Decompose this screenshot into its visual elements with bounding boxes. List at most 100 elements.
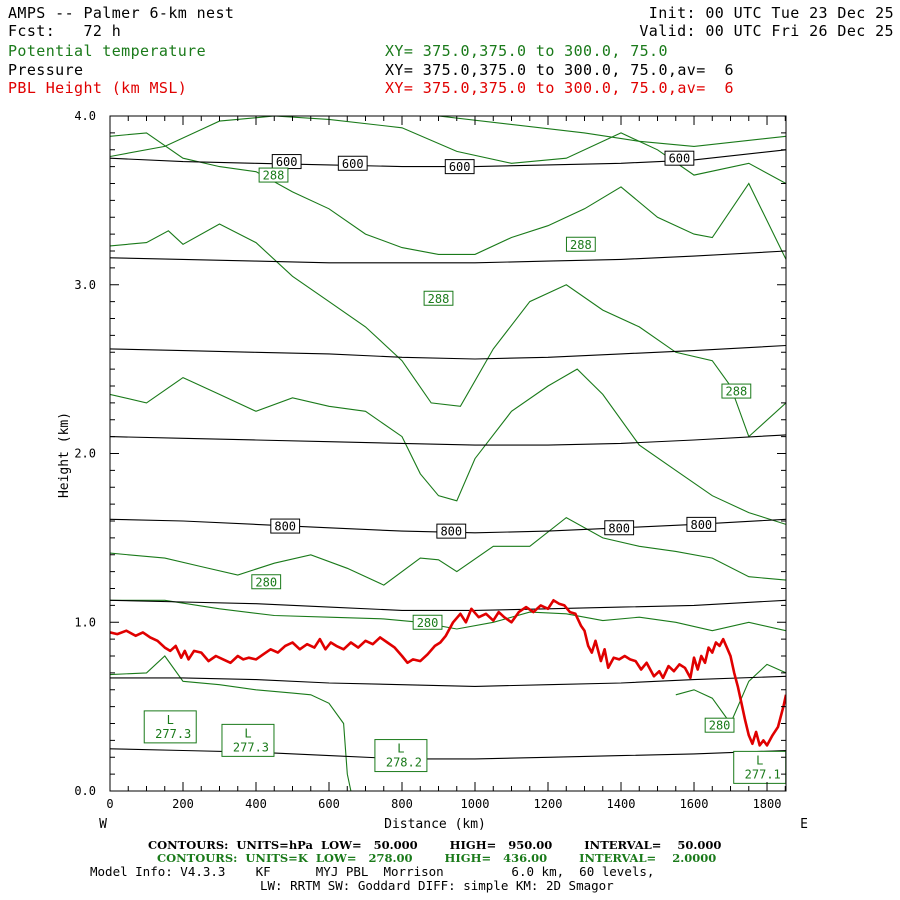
theta-label-0-box	[258, 167, 289, 183]
pressure-label-3-box	[664, 150, 695, 166]
plot-title: AMPS -- Palmer 6-km nest	[8, 4, 235, 22]
low-center-letter: L	[756, 753, 763, 767]
theta-contour-2	[110, 132, 786, 260]
legend-theta-field: Potential temperature	[8, 42, 207, 60]
pressure-label-2: 600	[444, 159, 475, 175]
low-center-value: 277.1	[745, 767, 781, 781]
theta-label-2: 288	[423, 290, 454, 306]
theta-label-0: 288	[258, 167, 289, 183]
pressure-label-3: 600	[664, 150, 695, 166]
pressure-contour-info: CONTOURS: UNITS=hPa LOW= 50.000 HIGH= 95…	[148, 838, 722, 852]
theta-label-5: 280	[412, 614, 443, 630]
x-tick-label: 1000	[461, 797, 490, 811]
pbl-height-series	[110, 599, 786, 747]
pressure-label-5: 800	[436, 523, 467, 539]
init-time: Init: 00 UTC Tue 23 Dec 25	[648, 4, 894, 22]
x-tick-label: 1800	[753, 797, 782, 811]
pressure-label-6-text: 800	[608, 521, 630, 535]
pressure-contour-6	[110, 675, 786, 687]
pressure-label-7-text: 800	[690, 518, 712, 532]
legend-pbl-xy: XY= 375.0,375.0 to 300.0, 75.0,av= 6	[385, 79, 734, 97]
theta-label-3-box	[721, 383, 752, 399]
low-center-letter: L	[167, 713, 174, 727]
x-tick-label: 200	[172, 797, 194, 811]
theta-label-3: 288	[721, 383, 752, 399]
legend-pbl-field: PBL Height (km MSL)	[8, 79, 188, 97]
pressure-contour-2	[110, 344, 786, 360]
theta-contour-4	[110, 368, 786, 525]
legend-pressure-field: Pressure	[8, 61, 84, 79]
west-label: W	[99, 817, 107, 832]
plot-frame	[109, 115, 787, 792]
theta-label-6: 280	[704, 717, 735, 733]
legend-theta-xy: XY= 375.0,375.0 to 300.0, 75.0	[385, 42, 668, 60]
pressure-contour-5	[110, 599, 786, 611]
low-center-box	[374, 739, 428, 773]
pbl-height-line	[110, 599, 786, 747]
theta-label-2-box	[423, 290, 454, 306]
theta-label-5-box	[412, 614, 443, 630]
low-center-value: 277.3	[233, 740, 269, 754]
pressure-label-1-text: 600	[342, 157, 364, 171]
pressure-contours	[110, 149, 786, 760]
theta-label-1-text: 288	[570, 238, 592, 252]
theta-label-1-box	[565, 236, 596, 252]
pressure-contour-1	[110, 250, 786, 264]
low-center-letter: L	[397, 742, 404, 756]
physics-info: LW: RRTM SW: Goddard DIFF: simple KM: 2D…	[260, 878, 614, 893]
pressure-label-7-box	[686, 516, 717, 532]
theta-label-1: 288	[565, 236, 596, 252]
low-center-letter: L	[244, 726, 251, 740]
pressure-label-4-text: 800	[274, 520, 296, 534]
y-axis-label: Height (km)	[57, 412, 72, 498]
low-center-value: 278.2	[386, 756, 422, 770]
pressure-label-5-box	[436, 523, 467, 539]
pressure-label-1: 600	[337, 155, 368, 171]
y-tick-label: 4.0	[74, 109, 96, 123]
theta-contours	[110, 116, 786, 791]
valid-time: Valid: 00 UTC Fri 26 Dec 25	[639, 22, 894, 40]
y-tick-label: 1.0	[74, 615, 96, 629]
pressure-label-7: 800	[686, 516, 717, 532]
pressure-label-6: 800	[604, 520, 635, 536]
theta-contour-5	[110, 516, 786, 586]
y-tick-label: 2.0	[74, 447, 96, 461]
theta-contour-0	[110, 116, 786, 147]
legend-pressure-xy: XY= 375.0,375.0 to 300.0, 75.0,av= 6	[385, 61, 734, 79]
x-tick-label: 1400	[607, 797, 636, 811]
theta-contour-3	[110, 223, 786, 438]
model-info: Model Info: V4.3.3 KF MYJ PBL Morrison 6…	[90, 864, 655, 879]
pressure-label-3-text: 600	[669, 152, 691, 166]
axes: 0 200 400 600 800 1000 1200 1400 1600 1800 0.0 1.0 2…	[74, 109, 787, 811]
theta-contour-1	[110, 116, 786, 184]
theta-contour-6	[110, 599, 786, 632]
theta-label-6-text: 280	[709, 719, 731, 733]
x-axis-label: Distance (km)	[384, 817, 486, 832]
pressure-label-0: 600	[271, 154, 302, 170]
x-tick-label: 400	[245, 797, 267, 811]
x-tick-label: 0	[106, 797, 113, 811]
pressure-label-5-text: 800	[440, 525, 462, 539]
pressure-label-1-box	[337, 155, 368, 171]
pressure-contour-3	[110, 434, 786, 446]
pressure-label-2-text: 600	[449, 160, 471, 174]
low-center-box	[143, 710, 197, 744]
x-tick-label: 1600	[680, 797, 709, 811]
pressure-label-2-box	[444, 159, 475, 175]
pressure-label-6-box	[604, 520, 635, 536]
low-center-box	[221, 723, 275, 757]
x-tick-label: 1200	[534, 797, 563, 811]
low-center-value: 277.3	[155, 727, 191, 741]
pressure-contour-7	[110, 748, 786, 760]
theta-label-4-text: 280	[255, 575, 277, 589]
east-label: E	[800, 817, 808, 832]
contour-labels: 600 600 600 600 800 800 800 800 288 288 288 288 280 2…	[143, 150, 787, 784]
theta-label-5-text: 280	[417, 616, 439, 630]
pressure-label-4: 800	[270, 518, 301, 534]
theta-label-0-text: 288	[263, 169, 285, 183]
